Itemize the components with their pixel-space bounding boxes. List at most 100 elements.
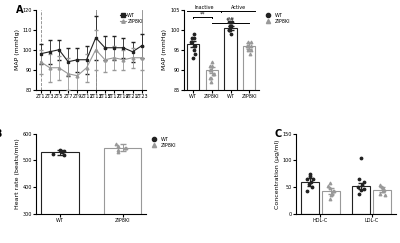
- Point: [356, 177, 362, 181]
- Point: [382, 193, 388, 197]
- Point: [381, 188, 387, 192]
- Point: [208, 60, 215, 64]
- Point: [192, 44, 198, 48]
- Point: [228, 24, 234, 28]
- Point: [61, 153, 67, 157]
- Point: [225, 20, 232, 24]
- Point: [329, 192, 336, 196]
- Point: [379, 185, 385, 189]
- Point: [248, 40, 254, 44]
- Point: [326, 197, 333, 201]
- Point: [377, 192, 383, 196]
- Point: [226, 28, 232, 32]
- Y-axis label: Heart rate (beats/min): Heart rate (beats/min): [15, 139, 20, 209]
- Bar: [41, 152, 79, 243]
- Point: [208, 80, 214, 84]
- Point: [59, 150, 65, 154]
- Legend: WT, ZIP8KI: WT, ZIP8KI: [149, 136, 176, 149]
- Point: [325, 184, 332, 188]
- Point: [379, 190, 386, 193]
- Bar: [104, 148, 141, 243]
- Point: [209, 64, 215, 68]
- Bar: [187, 44, 199, 243]
- Point: [207, 68, 214, 72]
- Legend: WT, ZIP8KI: WT, ZIP8KI: [263, 12, 290, 25]
- Point: [308, 180, 314, 184]
- Point: [188, 40, 194, 44]
- Point: [123, 146, 130, 150]
- Y-axis label: MAP (mmHg): MAP (mmHg): [162, 29, 167, 70]
- Bar: [373, 190, 392, 214]
- Point: [211, 72, 217, 76]
- Point: [226, 28, 232, 32]
- Point: [331, 189, 337, 193]
- Point: [50, 152, 56, 156]
- Text: **: **: [200, 11, 205, 17]
- Point: [210, 72, 216, 76]
- Point: [229, 20, 235, 24]
- Point: [228, 32, 234, 36]
- Point: [192, 52, 198, 56]
- Point: [207, 68, 214, 72]
- Point: [246, 52, 253, 56]
- Point: [328, 193, 334, 197]
- Point: [244, 44, 250, 48]
- Text: C: C: [274, 129, 281, 139]
- Point: [57, 148, 63, 152]
- Point: [358, 183, 365, 187]
- Point: [354, 185, 361, 189]
- Point: [115, 148, 121, 152]
- Point: [226, 28, 233, 32]
- Point: [206, 76, 213, 80]
- Point: [326, 181, 333, 185]
- Text: Inactive: Inactive: [194, 5, 214, 10]
- Text: B: B: [0, 129, 2, 139]
- Point: [227, 24, 233, 28]
- Bar: [352, 186, 370, 214]
- Point: [306, 172, 313, 176]
- Point: [248, 48, 254, 52]
- Point: [304, 190, 310, 193]
- Point: [115, 150, 122, 154]
- Point: [306, 182, 312, 186]
- Point: [114, 144, 121, 148]
- Point: [191, 32, 197, 36]
- Point: [361, 180, 367, 184]
- Y-axis label: MAP (mmHg): MAP (mmHg): [15, 29, 20, 70]
- Bar: [301, 182, 319, 214]
- Legend: WT, ZIP8KI: WT, ZIP8KI: [119, 12, 144, 25]
- Point: [228, 24, 234, 28]
- Point: [190, 36, 197, 40]
- Point: [113, 143, 120, 147]
- Point: [308, 185, 315, 189]
- Point: [307, 174, 313, 178]
- Point: [358, 156, 364, 160]
- Point: [207, 64, 214, 68]
- Bar: [224, 28, 237, 243]
- Point: [188, 40, 195, 44]
- Point: [245, 40, 252, 44]
- Bar: [322, 191, 340, 214]
- Point: [357, 188, 364, 192]
- Point: [380, 186, 387, 190]
- Point: [245, 48, 251, 52]
- Point: [191, 48, 197, 52]
- Point: [360, 187, 367, 191]
- Point: [244, 44, 251, 48]
- Point: [356, 192, 362, 196]
- Point: [327, 186, 334, 190]
- Point: [248, 44, 255, 48]
- Point: [60, 149, 67, 153]
- Point: [330, 189, 336, 193]
- Point: [227, 24, 234, 28]
- Point: [190, 44, 197, 48]
- Point: [310, 177, 316, 181]
- Point: [188, 36, 195, 40]
- Point: [122, 146, 128, 150]
- Point: [189, 56, 196, 60]
- Text: ##: ##: [226, 17, 235, 22]
- Point: [377, 183, 384, 187]
- Point: [304, 177, 310, 181]
- Point: [208, 76, 214, 80]
- Text: Active: Active: [230, 5, 246, 10]
